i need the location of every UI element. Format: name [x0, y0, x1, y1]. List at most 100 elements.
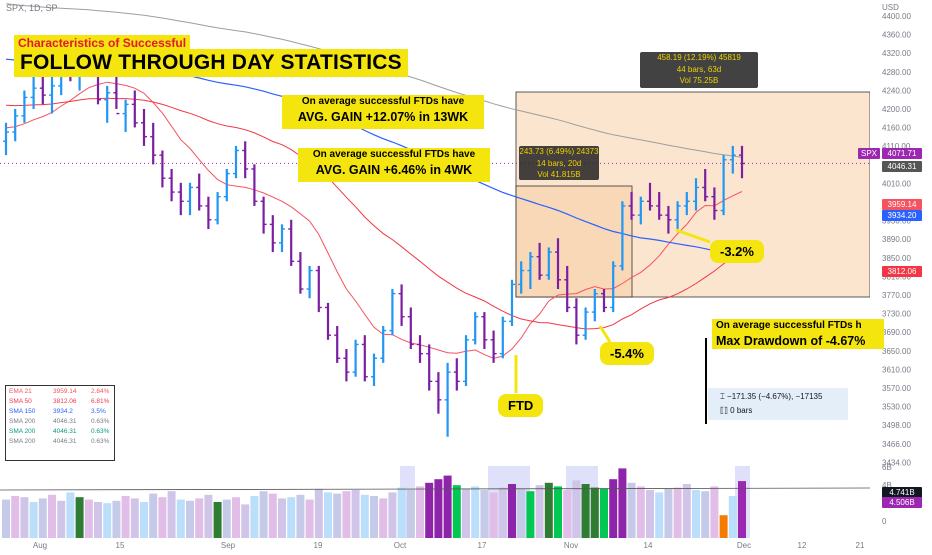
time-tick-label: 15 [116, 541, 125, 550]
ohlc-bar [12, 108, 19, 142]
ohlc-bar [196, 173, 203, 211]
legend-pct: 6.81% [91, 397, 110, 405]
legend-value: 3934.2 [53, 407, 73, 415]
ohlc-bar [177, 182, 184, 216]
volume-bar [719, 515, 728, 538]
legend-name: SMA 150 [9, 407, 36, 415]
legend-row[interactable]: SMA 200 4046.31 0.63% [6, 426, 114, 436]
volume-bar [379, 498, 388, 538]
ohlc-bar [711, 187, 718, 220]
volume-bar [600, 488, 608, 538]
price-label[interactable]: 4071.71 [882, 148, 922, 159]
volume-ma-line [0, 487, 871, 491]
volume-bar [75, 497, 84, 538]
ohlc-bar [582, 307, 589, 340]
volume-bar [425, 482, 434, 538]
ohlc-bar [490, 330, 497, 363]
legend-value: 4046.31 [53, 437, 77, 445]
ohlc-bar [141, 108, 147, 146]
ohlc-bar [573, 298, 580, 345]
time-tick-label: Aug [33, 541, 47, 550]
price-label[interactable]: 3959.14 [882, 199, 922, 210]
symbol-info[interactable]: SPX, 1D, SP [6, 3, 58, 13]
callout-drawdown-line2: Max Drawdown of -4.67% [716, 333, 866, 348]
volume-bar [259, 491, 268, 538]
time-tick-label: 19 [314, 541, 323, 550]
volume-bar [618, 468, 627, 538]
ohlc-bar [371, 353, 377, 386]
volume-bar [250, 496, 259, 538]
ohlc-bar [334, 325, 341, 363]
ohlc-bar [389, 289, 396, 336]
ohlc-bar [104, 85, 111, 123]
volume-tick-label: 4B [882, 481, 892, 490]
volume-bar [563, 490, 572, 538]
legend-row[interactable]: SMA 200 4046.31 0.63% [6, 436, 114, 446]
ohlc-bar [251, 164, 258, 206]
indicator-legend[interactable]: EMA 21 3959.14 2.84% SMA 50 3812.06 6.81% SMA … [5, 385, 115, 461]
volume-bar [738, 481, 746, 538]
time-axis[interactable]: Aug 15 Sep 19 Oct 17 Nov 14 Dec 12 21 [0, 539, 932, 550]
ohlc-bar [49, 76, 55, 114]
ohlc-bar [674, 201, 681, 229]
volume-bar [195, 498, 204, 538]
legend-pct: 3.5% [91, 407, 106, 415]
volume-bar [609, 479, 618, 538]
ohlc-bar [647, 182, 653, 211]
legend-row[interactable]: SMA 50 3812.06 6.81% [6, 396, 114, 406]
measure-label-13wk: 458.19 (12.19%) 45819 44 bars, 63d Vol 7… [640, 52, 758, 88]
volume-bar [627, 482, 636, 538]
ohlc-bar [435, 372, 442, 414]
price-label[interactable]: 3812.06 [882, 266, 922, 277]
volume-bar [572, 480, 581, 538]
legend-value: 4046.31 [53, 427, 77, 435]
callout-4wk: On average successful FTDs have AVG. GAI… [298, 148, 490, 182]
ohlc-bar [187, 182, 193, 216]
volume-bar [544, 482, 553, 538]
legend-row[interactable]: EMA 21 3959.14 2.84% [6, 386, 114, 396]
legend-name: SMA 50 [9, 397, 32, 405]
ohlc-bar [463, 335, 469, 386]
volume-bar [590, 487, 599, 538]
volume-bar [268, 493, 277, 538]
ohlc-bar [205, 196, 212, 229]
callout-4wk-line1: On average successful FTDs have [312, 149, 476, 160]
legend-pct: 2.84% [91, 387, 110, 395]
legend-row[interactable]: SMA 200 4046.31 0.63% [6, 416, 114, 426]
ohlc-bar [260, 196, 267, 234]
volume-bar [701, 491, 710, 538]
time-axis-bg [0, 539, 932, 550]
volume-bar [526, 491, 535, 538]
legend-name: EMA 21 [9, 387, 32, 395]
ohlc-bar [693, 178, 699, 211]
volume-bar [314, 488, 323, 538]
price-label[interactable]: 4046.31 [882, 161, 922, 172]
ema21-line [5, 81, 743, 359]
volume-bar [57, 500, 66, 538]
volume-bar [84, 499, 93, 538]
measure-13wk-line3: Vol 75.25B [679, 76, 719, 86]
ohlc-bar [527, 252, 534, 290]
price-tick-label: 3498.00 [882, 421, 911, 430]
ohlc-bar [223, 168, 230, 202]
time-tick-label: 12 [798, 541, 807, 550]
price-tick-label: 3850.00 [882, 254, 911, 263]
ohlc-bar [325, 302, 331, 340]
volume-bar [222, 499, 231, 538]
measure-4wk-line1: 243.73 (6.49%) 24373 [519, 147, 599, 156]
legend-row[interactable]: SMA 150 3934.2 3.5% [6, 406, 114, 416]
legend-value: 3959.14 [53, 387, 77, 395]
price-label[interactable]: 3934.20 [882, 210, 922, 221]
price-tick-label: 4200.00 [882, 105, 911, 114]
volume-bar [38, 498, 47, 538]
time-tick-label: 14 [644, 541, 653, 550]
time-tick-label: Oct [394, 541, 407, 550]
price-tick-label: 4110.00 [882, 142, 911, 151]
ohlc-bar [361, 335, 368, 382]
volume-bar [121, 496, 130, 538]
volume-bar [471, 486, 480, 538]
volume-bar [554, 486, 562, 538]
ohlc-bar [315, 265, 322, 313]
